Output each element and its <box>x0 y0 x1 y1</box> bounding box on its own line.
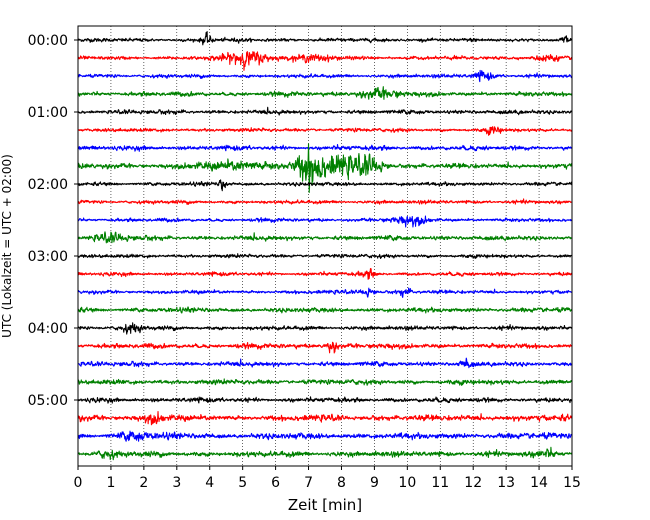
y-tick-label: 05:00 <box>28 393 68 409</box>
vertical-grid <box>110 26 540 466</box>
x-tick-label: 4 <box>205 475 214 491</box>
plot-frame <box>77 25 573 467</box>
x-tick-label: 11 <box>431 475 449 491</box>
trace-0215 <box>77 198 573 205</box>
x-tick-label: 1 <box>106 475 115 491</box>
y-tick-label: 00:00 <box>28 33 68 49</box>
trace-0530 <box>77 430 573 442</box>
x-tick-label: 9 <box>370 475 379 491</box>
trace-0500 <box>77 396 573 404</box>
trace-0200 <box>77 179 573 192</box>
trace-0300 <box>77 253 573 260</box>
x-tick-label: 14 <box>530 475 548 491</box>
trace-0100 <box>77 106 573 116</box>
x-axis-ticks: 0 1 2 3 4 5 6 7 8 9 10 11 12 13 14 15 <box>74 466 581 491</box>
x-tick-label: 10 <box>398 475 416 491</box>
trace-0345 <box>77 306 573 314</box>
x-tick-label: 0 <box>74 475 83 491</box>
x-tick-label: 3 <box>172 475 181 491</box>
x-tick-label: 8 <box>337 475 346 491</box>
trace-0145 <box>77 143 573 194</box>
trace-0315 <box>77 268 573 280</box>
trace-0115 <box>77 126 573 136</box>
x-tick-label: 13 <box>497 475 515 491</box>
seismic-traces <box>77 31 573 461</box>
trace-0515 <box>77 411 573 426</box>
y-tick-label: 01:00 <box>28 105 68 121</box>
trace-0430 <box>77 357 573 369</box>
trace-0000 <box>77 31 573 46</box>
trace-0330 <box>77 287 573 298</box>
x-tick-label: 15 <box>563 475 581 491</box>
trace-0445 <box>77 378 573 386</box>
y-axis-label: UTC (Lokalzeit = UTC + 02:00) <box>0 154 14 338</box>
trace-0045 <box>77 86 573 100</box>
y-tick-label: 04:00 <box>28 321 68 337</box>
trace-0030 <box>77 69 573 83</box>
y-tick-label: 03:00 <box>28 249 68 265</box>
trace-0415 <box>77 341 573 354</box>
x-tick-label: 2 <box>139 475 148 491</box>
trace-0015 <box>77 50 573 71</box>
x-tick-label: 5 <box>238 475 247 491</box>
y-axis-ticks: 00:00 01:00 02:00 03:00 04:00 05:00 <box>28 33 78 409</box>
trace-0230 <box>77 215 573 228</box>
trace-0400 <box>77 322 573 335</box>
trace-0545 <box>77 446 573 461</box>
x-tick-label: 7 <box>304 475 313 491</box>
x-axis-label: Zeit [min] <box>288 496 362 514</box>
trace-0130 <box>77 143 573 152</box>
trace-0245 <box>77 231 573 244</box>
x-tick-label: 6 <box>271 475 280 491</box>
y-tick-label: 02:00 <box>28 177 68 193</box>
x-tick-label: 12 <box>464 475 482 491</box>
